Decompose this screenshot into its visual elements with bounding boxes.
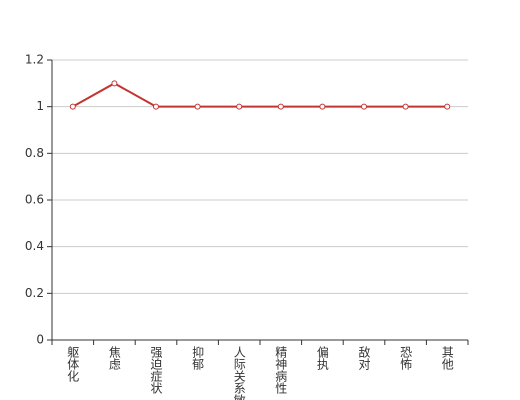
- y-tick-label: 1.2: [25, 53, 44, 67]
- y-tick-label: 0.8: [25, 146, 44, 160]
- x-tick-label: 敌对: [357, 345, 371, 370]
- point: [361, 103, 367, 110]
- y-tick-label: 0.4: [25, 239, 44, 253]
- point: [153, 103, 159, 110]
- point: [277, 103, 284, 110]
- x-tick-label: 精神病性: [274, 346, 288, 395]
- y-tick-label: 0.6: [25, 193, 44, 207]
- x-tick-label: 其他: [440, 346, 454, 370]
- point: [402, 103, 409, 110]
- x-tick-label: 抑郁: [191, 345, 205, 371]
- point: [111, 80, 118, 87]
- x-tick-label: 强迫症状: [149, 346, 163, 394]
- x-tick-label: 恐怖: [399, 346, 413, 370]
- line: [72, 82, 448, 108]
- x-tick-label: 焦虑: [107, 346, 121, 370]
- x-tick-label: 躯体化: [66, 345, 80, 383]
- point: [236, 103, 243, 110]
- x-tick-label: 人际关系敏感: [232, 346, 246, 400]
- point: [194, 103, 201, 110]
- point: [444, 103, 451, 110]
- x-tick-label: 偏执: [315, 345, 329, 371]
- y-tick-label: 0.2: [25, 286, 44, 300]
- y-tick-label: 1: [36, 99, 44, 113]
- point: [69, 103, 76, 110]
- point: [319, 103, 326, 110]
- y-tick-label: 0: [36, 333, 44, 347]
